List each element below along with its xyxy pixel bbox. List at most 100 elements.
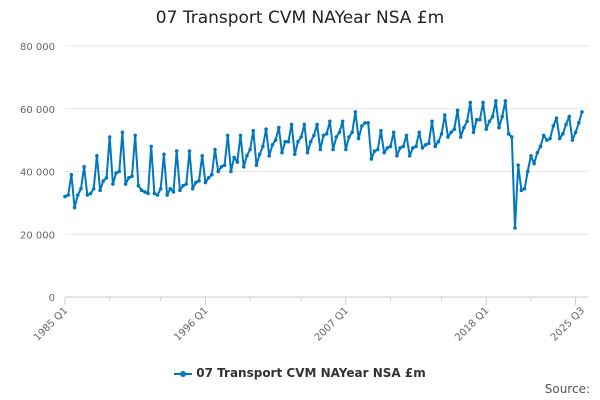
data-point	[580, 110, 584, 114]
data-point	[423, 143, 428, 147]
data-point	[88, 191, 93, 196]
series-line	[64, 99, 583, 229]
data-point	[181, 183, 185, 188]
legend[interactable]: 07 Transport CVM NAYear NSA £m	[0, 366, 600, 380]
data-point	[366, 121, 370, 125]
data-point	[404, 133, 409, 138]
data-point	[382, 150, 386, 155]
data-point	[216, 169, 220, 174]
data-point	[548, 136, 552, 141]
data-point	[225, 133, 230, 138]
data-point	[200, 154, 205, 158]
data-point	[79, 186, 83, 191]
data-point	[184, 182, 189, 186]
data-point	[395, 154, 399, 158]
data-point	[206, 175, 211, 180]
data-point	[468, 100, 473, 105]
data-point	[494, 99, 498, 103]
data-point	[69, 172, 74, 177]
data-point	[471, 130, 476, 135]
data-point	[241, 164, 246, 169]
data-point	[238, 133, 243, 138]
data-point	[324, 132, 329, 136]
data-point	[513, 226, 517, 230]
data-point	[232, 155, 236, 160]
data-point	[516, 163, 520, 168]
legend-label: 07 Transport CVM NAYear NSA £m	[196, 366, 426, 380]
data-point	[490, 114, 495, 119]
data-point	[442, 113, 447, 117]
data-point	[127, 175, 131, 180]
x-tick-label: 2025 Q3	[549, 305, 587, 343]
data-point	[254, 163, 259, 168]
data-point	[107, 135, 112, 139]
data-point	[577, 121, 581, 125]
data-point	[123, 182, 128, 186]
data-point	[174, 149, 179, 153]
data-point	[538, 144, 543, 149]
data-point	[296, 139, 300, 144]
data-point	[328, 119, 332, 124]
y-tick-label: 0	[49, 293, 55, 304]
data-point	[541, 133, 546, 138]
data-point	[286, 139, 291, 144]
data-point	[75, 193, 80, 197]
data-point	[318, 147, 323, 152]
data-point	[66, 193, 70, 197]
data-point	[251, 128, 256, 133]
data-point	[190, 186, 195, 191]
data-point	[82, 164, 86, 169]
data-point	[506, 132, 511, 136]
data-point	[104, 175, 109, 180]
data-point	[111, 182, 115, 186]
x-tick-label: 2018 Q1	[453, 305, 491, 343]
data-point	[356, 136, 361, 141]
x-tick-label: 1996 Q1	[172, 305, 210, 343]
data-point	[235, 160, 240, 164]
data-point	[414, 144, 418, 149]
data-point	[372, 149, 377, 153]
data-point	[350, 130, 355, 135]
data-point	[210, 172, 214, 177]
data-point	[117, 169, 122, 174]
data-point	[363, 121, 367, 125]
data-point	[136, 183, 141, 188]
y-tick-label: 80 000	[20, 42, 55, 53]
data-point	[289, 122, 294, 127]
data-point	[573, 130, 578, 135]
data-point	[85, 193, 90, 197]
data-point	[474, 117, 479, 122]
data-point	[165, 193, 169, 197]
data-point	[379, 128, 383, 133]
data-point	[340, 119, 345, 124]
data-point	[391, 130, 396, 135]
data-point	[411, 146, 415, 150]
data-point	[478, 117, 482, 122]
data-point	[525, 169, 530, 174]
data-point	[114, 171, 118, 175]
data-point	[187, 149, 192, 153]
data-point	[369, 157, 374, 161]
data-point	[149, 144, 153, 149]
data-point	[203, 180, 208, 185]
data-point	[168, 186, 173, 191]
data-point	[248, 147, 252, 152]
data-point	[433, 144, 437, 149]
data-point	[347, 135, 351, 139]
data-point	[570, 138, 575, 142]
data-point	[446, 135, 450, 139]
data-point	[229, 169, 233, 174]
data-point	[292, 152, 297, 157]
data-point	[519, 188, 524, 193]
data-point	[98, 188, 102, 193]
y-tick-label: 20 000	[20, 230, 55, 241]
data-point	[500, 114, 505, 119]
data-point	[487, 119, 492, 124]
data-point	[222, 163, 227, 168]
data-point	[302, 122, 307, 127]
data-point	[564, 122, 568, 127]
data-point	[321, 133, 326, 138]
data-point	[503, 99, 508, 103]
data-point	[267, 154, 272, 158]
